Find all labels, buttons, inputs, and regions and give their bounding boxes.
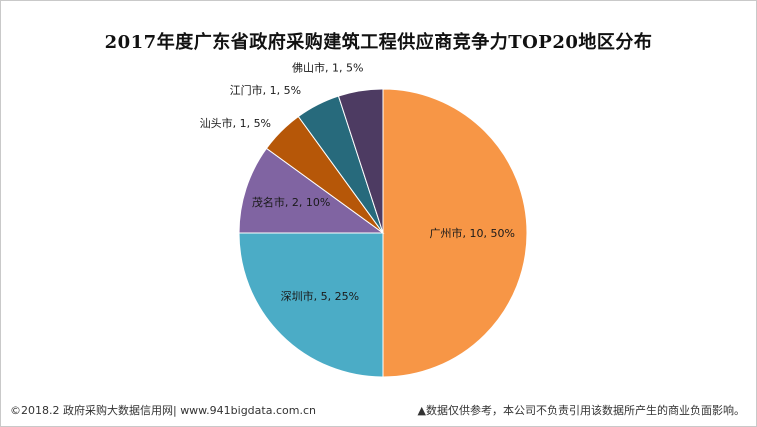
pie-slice-2 bbox=[238, 147, 385, 234]
pie-slice-5 bbox=[337, 88, 384, 234]
chart-title: 2017年度广东省政府采购建筑工程供应商竞争力TOP20地区分布 bbox=[104, 32, 653, 53]
pie-slice-1 bbox=[238, 232, 384, 378]
slice-label-2: 茂名市, 2, 10% bbox=[252, 195, 330, 209]
slice-label-5: 佛山市, 1, 5% bbox=[292, 61, 363, 75]
slice-label-1: 深圳市, 5, 25% bbox=[281, 289, 359, 303]
footer-copyright: ©2018.2 政府采购大数据信用网| www.941bigdata.com.c… bbox=[10, 404, 316, 417]
pie-slices bbox=[238, 88, 528, 378]
slice-label-4: 江门市, 1, 5% bbox=[230, 83, 301, 97]
pie-labels: 广州市, 10, 50% 深圳市, 5, 25% 茂名市, 2, 10% 汕头市, 1… bbox=[200, 61, 515, 303]
footer-disclaimer: ▲数据仅供参考，本公司不负责引用该数据所产生的商业负面影响。 bbox=[417, 404, 745, 417]
slice-label-0: 广州市, 10, 50% bbox=[430, 226, 515, 240]
slice-label-3: 汕头市, 1, 5% bbox=[200, 116, 271, 130]
pie-slice-0 bbox=[382, 88, 528, 378]
